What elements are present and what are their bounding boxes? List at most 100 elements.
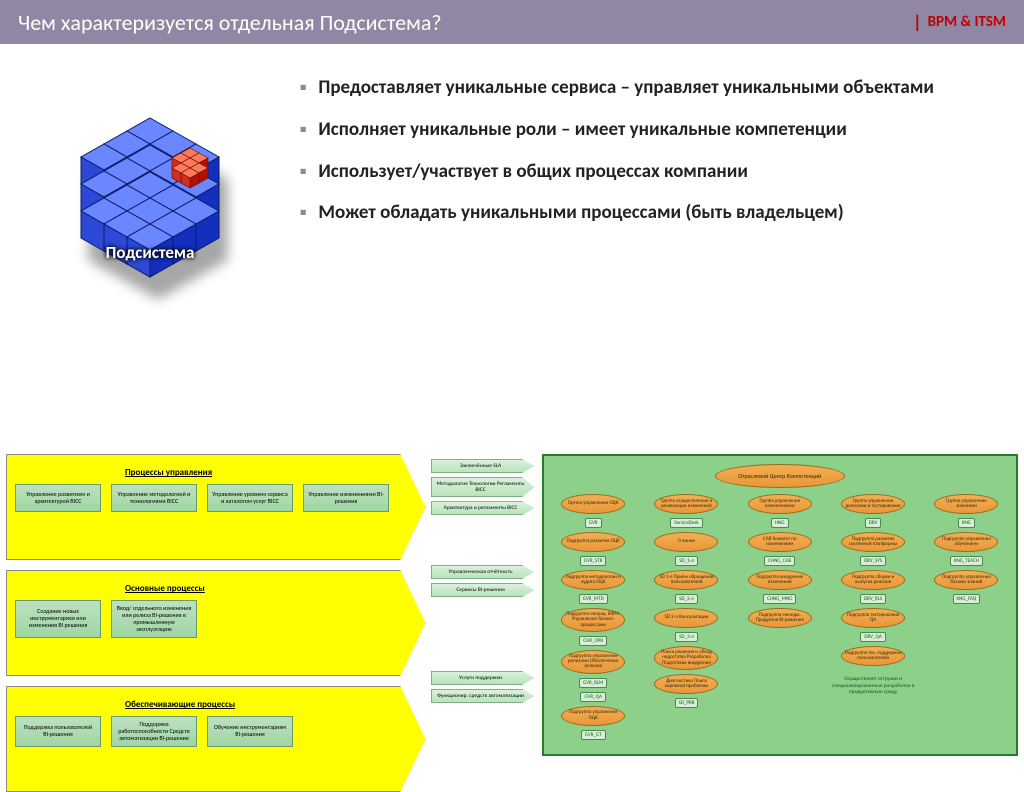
output-arrow: Архитектура и регламенты BICC bbox=[431, 501, 535, 515]
org-node: Подгруппа тех. поддержки пользователей bbox=[841, 646, 905, 666]
top-content: Подсистема ▪ Предоставляет уникальные сер… bbox=[0, 44, 1024, 343]
org-column: Группа управления знаниями KNG Подгруппа у… bbox=[923, 494, 1010, 740]
org-node: Подгруппа менедж. Продуктов BI-решения bbox=[748, 608, 812, 628]
org-tag: GVR_RLM bbox=[579, 678, 607, 688]
output-arrow: Заключённые SLA bbox=[431, 459, 535, 473]
org-column: Группа управления изменениями HNG CAB Коми… bbox=[736, 494, 823, 740]
bullet-text: Может обладать уникальными процессами (б… bbox=[318, 201, 843, 225]
process-box: Обучение инструментариям BI-решения bbox=[207, 716, 293, 747]
bullet-marker-icon: ▪ bbox=[300, 76, 306, 100]
bullet-text: Исполняет уникальные роли – имеет уникал… bbox=[318, 118, 846, 142]
bullet-text: Использует/участвует в общих процессах к… bbox=[318, 160, 748, 184]
process-arrow-diagram: Процессы управления Управление развитием … bbox=[6, 454, 536, 756]
org-tag: HNG bbox=[771, 518, 789, 528]
org-tag: GVR_QA bbox=[580, 692, 605, 702]
output-arrow: Управленческая отчётность bbox=[431, 565, 535, 579]
process-row: Обеспечивающие процессы Поддержка пользов… bbox=[6, 686, 426, 792]
cube-column: Подсистема bbox=[20, 72, 280, 333]
org-node: Подгруппа тестирования QA bbox=[841, 608, 905, 628]
process-row-title: Основные процессы bbox=[125, 583, 205, 594]
process-box: Создание новых инструментариев или измен… bbox=[15, 600, 101, 638]
org-tag: DRV_QA bbox=[860, 632, 885, 642]
process-row-title: Обеспечивающие процессы bbox=[125, 699, 235, 710]
process-box: Поддержка пользователей BI-решения bbox=[15, 716, 101, 747]
org-node: Подгруппа управления обучением bbox=[934, 532, 998, 552]
org-node: CAB Комитет по изменениям bbox=[748, 532, 812, 552]
org-node: Диагностика Поиск корневой проблемы bbox=[654, 674, 718, 694]
bullet-marker-icon: ▪ bbox=[300, 160, 306, 184]
bullet-item: ▪ Исполняет уникальные роли – имеет уника… bbox=[300, 118, 994, 142]
bullet-marker-icon: ▪ bbox=[300, 118, 306, 142]
process-box: Управление изменениями BI-решения bbox=[303, 484, 389, 512]
output-stack: Управленческая отчётность Сервисы BI-реше… bbox=[430, 560, 536, 656]
output-arrow: Функционир. средств автоматизации bbox=[431, 689, 535, 703]
org-node: Подгруппа развития системной платформы bbox=[841, 532, 905, 552]
org-tag: GVR bbox=[585, 518, 602, 528]
org-node: Подгруппа операц. BIRM. Управление бизне… bbox=[561, 608, 625, 632]
process-box: Управление методологией и технологиями B… bbox=[111, 484, 197, 512]
process-row: Процессы управления Управление развитием … bbox=[6, 454, 426, 560]
org-tag: CHNG_CAB bbox=[764, 556, 795, 566]
org-node: Подгруппа методологии и аудита ОЦК bbox=[561, 570, 625, 590]
org-node: Подгруппа управления базами знаний bbox=[934, 570, 998, 590]
output-stack: Услуги поддержки Функционир. средств авто… bbox=[430, 666, 536, 762]
process-box: Поддержка работоспособности Средств авто… bbox=[111, 716, 197, 747]
org-tag: ServiceDesk bbox=[670, 518, 702, 528]
output-stack: Заключённые SLA Методология Технологии Ре… bbox=[430, 454, 536, 550]
output-arrow: Услуги поддержки bbox=[431, 671, 535, 685]
org-group-node: Группа управления изменениями bbox=[748, 494, 812, 514]
org-tag: SD_PRB bbox=[675, 698, 699, 708]
org-group-node: Группа управления релизами и тестировани… bbox=[841, 494, 905, 514]
subsystem-cube-icon bbox=[30, 72, 270, 312]
process-box: Управление развитием и архитектурой BICC bbox=[15, 484, 101, 512]
process-row: Основные процессы Создание новых инструме… bbox=[6, 570, 426, 676]
org-tag: DRV bbox=[865, 518, 882, 528]
org-tag: CHNG_MNG bbox=[763, 594, 796, 604]
bullet-text: Предоставляет уникальные сервиса – управ… bbox=[318, 76, 934, 100]
org-tag: KNG bbox=[958, 518, 975, 528]
org-tag: SD_2-л bbox=[675, 594, 697, 604]
org-tag: SD_3-л bbox=[675, 632, 697, 642]
brand-pipe-icon: | bbox=[913, 11, 922, 33]
org-node: Поиск решения и обход недостатка Разрабо… bbox=[654, 646, 718, 670]
org-group-node: Группа управления знаниями bbox=[934, 494, 998, 514]
output-arrow: Сервисы BI-решения bbox=[431, 583, 535, 597]
output-arrow: Методология Технологии Регламенты BICC bbox=[431, 477, 535, 497]
org-tag: GVR_OPR bbox=[579, 636, 607, 646]
org-tag: KNG_FAQ bbox=[953, 594, 981, 604]
org-node: SD 1-л Приём обращений пользователей bbox=[654, 570, 718, 590]
org-tag: GVR_GT bbox=[581, 730, 606, 740]
org-note: Осуществляет отгрузки и специализированн… bbox=[829, 676, 916, 696]
org-tag: KNG_TEACH bbox=[950, 556, 983, 566]
bullet-item: ▪ Может обладать уникальными процессами (… bbox=[300, 201, 994, 225]
org-tag: GVR_MTD bbox=[579, 594, 608, 604]
org-node: Подгруппа развития ОЦК bbox=[561, 532, 625, 552]
org-tag: DRV_SYS bbox=[860, 556, 886, 566]
org-group-node: Группа управления ОЦК bbox=[561, 494, 625, 514]
slide-title: Чем характеризуется отдельная Подсистема… bbox=[18, 9, 442, 36]
bullet-item: ▪ Использует/участвует в общих процессах … bbox=[300, 160, 994, 184]
org-column: Группа управления ОЦК GVR Подгруппа развит… bbox=[550, 494, 637, 740]
org-tag: GVR_STR bbox=[580, 556, 607, 566]
org-node: Подгруппа управления ОЦК bbox=[561, 706, 625, 726]
org-node: 0 линия bbox=[654, 532, 718, 552]
org-column: Группа осуществления и реализации измене… bbox=[643, 494, 730, 740]
org-node: Подгруппа управления релизами Обеспечени… bbox=[561, 650, 625, 674]
org-column: Группа управления релизами и тестировани… bbox=[829, 494, 916, 740]
org-chart-diagram: Отраслевой Центр Компетенций Группа управ… bbox=[542, 454, 1018, 756]
org-node: SD 2-л Консультации bbox=[654, 608, 718, 628]
bullet-item: ▪ Предоставляет уникальные сервиса – упра… bbox=[300, 76, 994, 100]
brand-block: | BPM & ITSM bbox=[913, 11, 1006, 33]
slide-header: Чем характеризуется отдельная Подсистема… bbox=[0, 0, 1024, 44]
org-tag: DRV_RLS bbox=[860, 594, 886, 604]
org-node: Подгруппа внедрения изменений bbox=[748, 570, 812, 590]
bullet-list: ▪ Предоставляет уникальные сервиса – упра… bbox=[300, 72, 994, 333]
bottom-diagram-row: Процессы управления Управление развитием … bbox=[0, 448, 1024, 768]
process-box: Ввод/ отдельного изменения или релиза BI… bbox=[111, 600, 197, 638]
org-tag: SD_1-л bbox=[675, 556, 697, 566]
brand-text: BPM & ITSM bbox=[928, 13, 1006, 31]
org-node: Подгруппа сборки и выпуска релизов bbox=[841, 570, 905, 590]
process-row-title: Процессы управления bbox=[125, 467, 212, 478]
bullet-marker-icon: ▪ bbox=[300, 201, 306, 225]
org-root-node: Отраслевой Центр Компетенций bbox=[715, 464, 845, 488]
